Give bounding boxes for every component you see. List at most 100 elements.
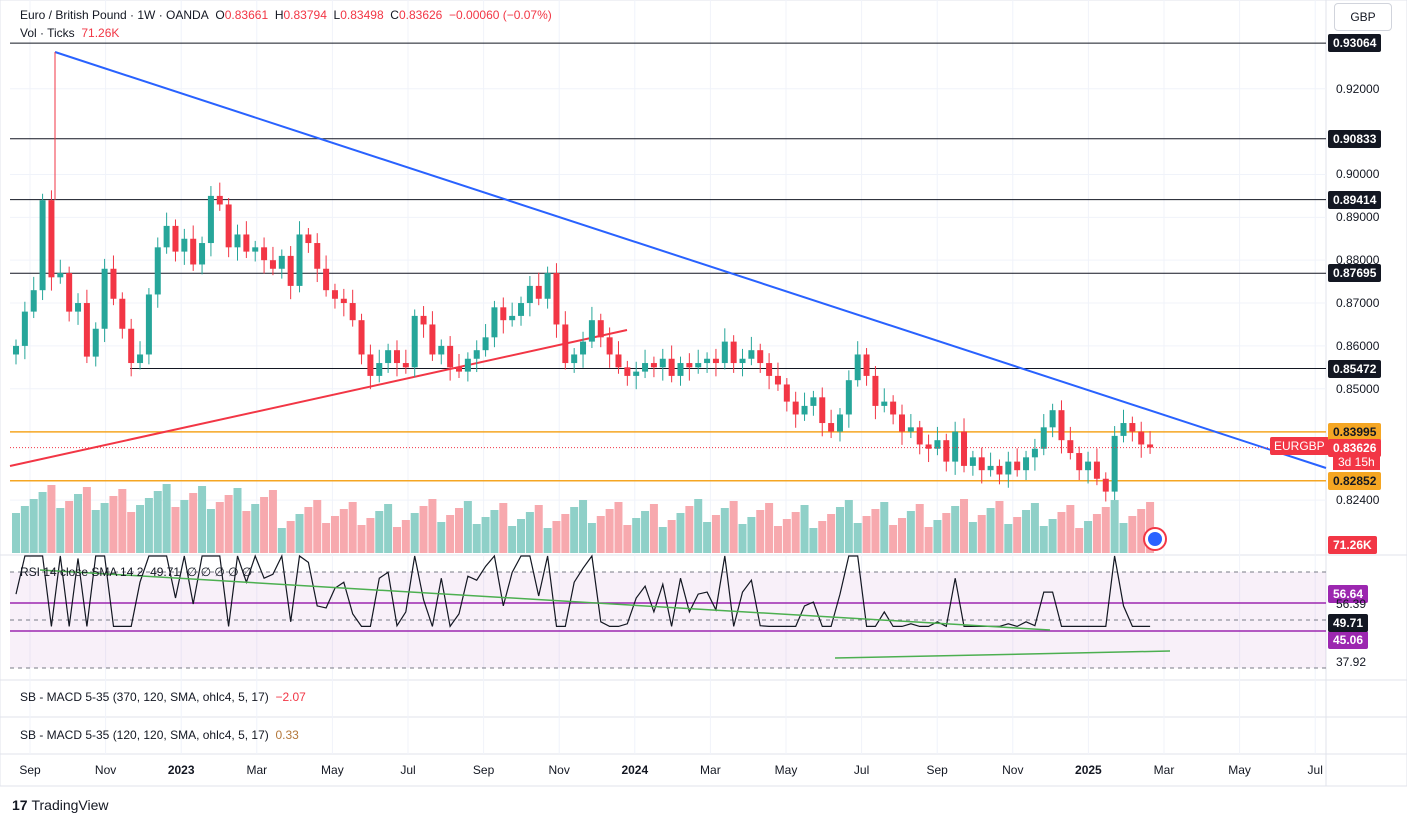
symbol-title[interactable]: Euro / British Pound · 1W · OANDA bbox=[20, 8, 209, 22]
price-level-tag[interactable]: 0.83995 bbox=[1328, 422, 1382, 441]
x-tick-label: 2025 bbox=[1075, 763, 1102, 777]
candle-body bbox=[509, 315, 516, 321]
brand-name: TradingView bbox=[31, 797, 109, 813]
volume-bar bbox=[410, 513, 419, 553]
currency-button[interactable]: GBP bbox=[1334, 3, 1392, 31]
volume-bar bbox=[304, 507, 313, 553]
candle-body bbox=[75, 303, 82, 312]
volume-bar bbox=[295, 514, 304, 553]
candle-body bbox=[154, 247, 161, 295]
price-level-tag[interactable]: 0.85472 bbox=[1328, 359, 1382, 378]
candle-body bbox=[1111, 435, 1118, 492]
volume-bar bbox=[889, 525, 898, 553]
candle-body bbox=[748, 350, 755, 359]
volume-label[interactable]: Vol · Ticks bbox=[20, 26, 75, 40]
rsi-up-trendline bbox=[834, 650, 1171, 659]
candle-body bbox=[978, 457, 985, 471]
last-price-tag[interactable]: 0.83626 bbox=[1328, 438, 1382, 457]
volume-bar bbox=[384, 504, 393, 553]
volume-bar bbox=[756, 510, 765, 553]
volume-bar bbox=[233, 488, 242, 553]
x-tick-label: Nov bbox=[548, 763, 570, 777]
volume-bar bbox=[818, 521, 827, 553]
price-level-tag[interactable]: 0.87695 bbox=[1328, 264, 1382, 283]
volume-bar bbox=[898, 518, 906, 553]
candle-body bbox=[429, 324, 436, 355]
candle-body bbox=[83, 303, 90, 357]
x-tick-label: Sep bbox=[19, 763, 41, 777]
volume-bar bbox=[906, 511, 915, 553]
candle-body bbox=[1014, 461, 1021, 471]
volume-bar bbox=[1101, 507, 1110, 553]
volume-bar bbox=[251, 504, 260, 553]
macd1-legend[interactable]: SB - MACD 5-35 (370, 120, SMA, ohlc4, 5,… bbox=[20, 690, 306, 704]
volume-bar bbox=[127, 512, 136, 553]
volume-bar bbox=[711, 515, 720, 553]
candle-body bbox=[836, 414, 843, 432]
candle-body bbox=[535, 285, 542, 299]
volume-bar bbox=[1022, 510, 1031, 553]
candle-body bbox=[712, 358, 719, 364]
logo-mark-icon: 17 bbox=[12, 797, 28, 813]
candle-body bbox=[571, 354, 578, 364]
volume-bar bbox=[623, 525, 632, 553]
candle-body bbox=[695, 363, 702, 368]
volume-bar bbox=[1128, 516, 1137, 553]
price-level-tag[interactable]: 0.89414 bbox=[1328, 190, 1382, 209]
candle-body bbox=[925, 444, 932, 449]
volume-bar bbox=[277, 528, 286, 553]
x-tick-label: May bbox=[774, 763, 798, 777]
x-tick-label: Sep bbox=[926, 763, 948, 777]
y-tick-label: 0.88000 bbox=[1336, 253, 1380, 268]
volume-bar bbox=[968, 522, 977, 553]
volume-bar bbox=[632, 518, 641, 553]
volume-bar bbox=[1119, 523, 1128, 553]
volume-bar bbox=[1057, 512, 1066, 553]
candle-body bbox=[57, 273, 64, 278]
volume-bar bbox=[694, 499, 703, 553]
rsi-axis-label: 56.39 bbox=[1336, 597, 1367, 611]
volume-bar bbox=[357, 525, 366, 553]
macd2-legend[interactable]: SB - MACD 5-35 (120, 120, SMA, ohlc4, 5,… bbox=[20, 728, 299, 742]
rsi-legend[interactable]: RSI 14 close SMA 14 2 49.71 ∅ ∅ ∅ ∅ ∅ bbox=[20, 565, 252, 579]
candle-body bbox=[500, 307, 507, 321]
candle-body bbox=[145, 294, 152, 355]
close-value: 0.83626 bbox=[398, 8, 443, 22]
volume-bar bbox=[401, 520, 410, 553]
low-value: 0.83498 bbox=[340, 8, 384, 22]
symbol-tag: EURGBP bbox=[1270, 437, 1329, 455]
high-value: 0.83794 bbox=[283, 8, 327, 22]
volume-bar bbox=[809, 528, 818, 553]
volume-bar bbox=[215, 502, 224, 553]
volume-bar bbox=[162, 484, 171, 553]
candle-body bbox=[899, 414, 905, 432]
volume-bar bbox=[667, 520, 676, 553]
price-level-tag[interactable]: 0.93064 bbox=[1328, 34, 1382, 53]
volume-bar bbox=[791, 512, 800, 553]
x-tick-label: Mar bbox=[246, 763, 268, 777]
candle-body bbox=[588, 320, 595, 342]
candle-body bbox=[677, 363, 684, 376]
volume-bar bbox=[348, 502, 357, 553]
volume-bar bbox=[29, 499, 38, 553]
macd2-value: 0.33 bbox=[275, 728, 299, 742]
price-level-tag[interactable]: 0.82852 bbox=[1328, 471, 1382, 490]
volume-bar bbox=[933, 520, 942, 553]
tradingview-logo[interactable]: 17 TradingView bbox=[12, 797, 109, 813]
candle-body bbox=[314, 243, 321, 269]
candle-body bbox=[1093, 461, 1100, 479]
candle-body bbox=[137, 354, 144, 364]
candle-body bbox=[774, 375, 781, 385]
candle-body bbox=[128, 328, 135, 364]
volume-bar bbox=[827, 514, 836, 553]
volume-bar bbox=[1110, 500, 1119, 553]
volume-bar bbox=[286, 521, 295, 553]
price-level-tag[interactable]: 0.90833 bbox=[1328, 129, 1382, 148]
volume-bar bbox=[198, 486, 207, 553]
candle-body bbox=[207, 195, 214, 244]
candle-body bbox=[819, 397, 826, 424]
candle-body bbox=[757, 350, 764, 364]
candle-body bbox=[907, 427, 914, 432]
volume-bar bbox=[605, 509, 614, 553]
